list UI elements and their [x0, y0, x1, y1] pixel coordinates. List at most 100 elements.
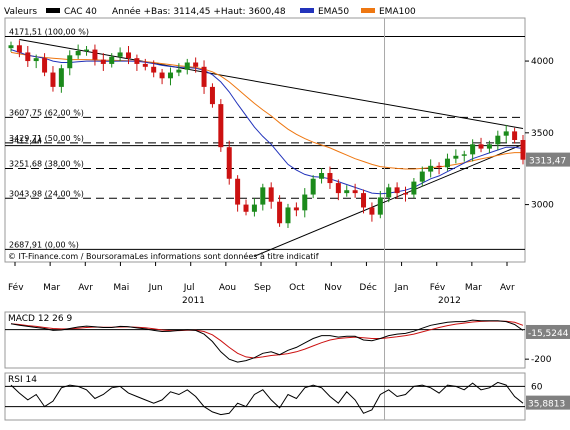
- month-label: Mai: [113, 283, 129, 293]
- candle-body: [402, 193, 408, 195]
- candle-body: [235, 178, 241, 205]
- candle-body: [184, 62, 190, 70]
- candle-body: [478, 144, 484, 149]
- rsi-line: [10, 381, 524, 416]
- candle-body: [201, 66, 207, 87]
- month-label: Avr: [500, 283, 515, 293]
- candle-body: [100, 59, 106, 64]
- candle-body: [67, 55, 73, 69]
- candle-body: [84, 49, 90, 52]
- candle-body: [335, 183, 341, 194]
- legend-ema50-swatch: [300, 8, 314, 13]
- candle-body: [109, 56, 115, 64]
- last-price-label: 3313,47: [529, 157, 566, 167]
- candle-body: [277, 201, 283, 224]
- month-label: Nov: [324, 283, 342, 293]
- candle-body: [520, 140, 526, 160]
- ema100-line: [10, 51, 523, 170]
- legend-cac-swatch: [46, 8, 60, 13]
- candle-body: [58, 68, 64, 87]
- candle-body: [142, 63, 148, 67]
- macd-line: [10, 319, 524, 363]
- source-note: © IT-Finance.com / BoursoramaLes informa…: [8, 251, 319, 261]
- candle-body: [92, 49, 98, 60]
- legend-ema100-swatch: [361, 8, 375, 13]
- fib-level-label: 2687,91 (0,00 %): [9, 240, 79, 249]
- price-tick-label: 4000: [531, 57, 554, 67]
- legend-instrument: CAC 40: [64, 7, 97, 17]
- candle-body: [268, 187, 274, 202]
- candle-body: [461, 154, 467, 156]
- candle-body: [193, 62, 199, 67]
- candle-body: [8, 45, 14, 49]
- fib-level-label: 3411,44: [9, 137, 42, 146]
- legend-valeurs: Valeurs: [4, 7, 37, 17]
- candle-body: [344, 190, 350, 194]
- candle-body: [25, 52, 31, 62]
- candle-body: [428, 165, 434, 172]
- candle-body: [310, 178, 316, 195]
- month-label: Aou: [219, 283, 236, 293]
- month-label: Jun: [148, 283, 163, 293]
- candle-body: [260, 187, 266, 205]
- candle-body: [126, 52, 132, 59]
- candle-body: [151, 66, 157, 73]
- candle-body: [503, 131, 509, 136]
- candle-body: [495, 135, 501, 145]
- candle-body: [411, 181, 417, 195]
- candle-body: [453, 155, 459, 159]
- rsi-panel: [4, 372, 526, 421]
- candle-body: [470, 144, 476, 155]
- candle-body: [167, 72, 173, 79]
- candle-body: [293, 207, 299, 211]
- fib-level-label: 3251,68 (38,00 %): [9, 159, 84, 168]
- macd-label: MACD 12 26 9: [8, 314, 72, 324]
- rsi-label: RSI 14: [8, 375, 37, 385]
- candle-body: [209, 86, 215, 105]
- macd-tick-label: -200: [531, 355, 552, 365]
- candle-body: [33, 58, 39, 62]
- candle-body: [218, 104, 224, 148]
- month-label: Mar: [465, 283, 482, 293]
- month-label: Fév: [430, 282, 446, 293]
- legend-ema50: EMA50: [318, 7, 349, 17]
- last-price-tag: [526, 152, 570, 167]
- candle-body: [16, 45, 22, 53]
- candle-body: [327, 173, 333, 184]
- macd-last-tag: [526, 324, 570, 339]
- candle-body: [319, 173, 325, 179]
- macd-last-label: -15,5244: [528, 329, 569, 339]
- legend-ema100: EMA100: [379, 7, 416, 17]
- candle-body: [243, 204, 249, 212]
- rsi-level-label: 60: [531, 382, 543, 392]
- month-label: Mar: [43, 283, 60, 293]
- fib-level-label: 3429,71 (50,00 %): [9, 134, 84, 143]
- month-label: Jul: [183, 283, 195, 293]
- price-tick-label: 3000: [531, 201, 554, 211]
- year-label: 2012: [438, 296, 461, 306]
- month-label: Oct: [289, 283, 305, 293]
- legend-stats: Année +Bas: 3114,45 +Haut: 3600,48: [112, 6, 286, 17]
- candle-body: [50, 72, 56, 87]
- candle-body: [512, 131, 518, 140]
- candle-body: [444, 158, 450, 168]
- candle-body: [302, 194, 308, 211]
- candle-body: [134, 58, 140, 64]
- candle-body: [369, 207, 375, 215]
- candle-body: [285, 207, 291, 224]
- candle-body: [226, 147, 232, 179]
- ema50-line: [10, 49, 524, 195]
- rsi-last-label: 35,8813: [528, 400, 565, 410]
- price-tick-label: 3500: [531, 129, 554, 139]
- month-label: Déc: [359, 282, 376, 293]
- month-label: Sep: [254, 283, 271, 293]
- fib-level-label: 3607,75 (62,00 %): [9, 108, 84, 117]
- candle-body: [386, 187, 392, 198]
- candle-body: [159, 72, 165, 79]
- candle-body: [486, 144, 492, 149]
- candle-body: [176, 69, 182, 73]
- candle-body: [361, 193, 367, 208]
- candle-body: [42, 58, 48, 73]
- month-label: Avr: [78, 283, 93, 293]
